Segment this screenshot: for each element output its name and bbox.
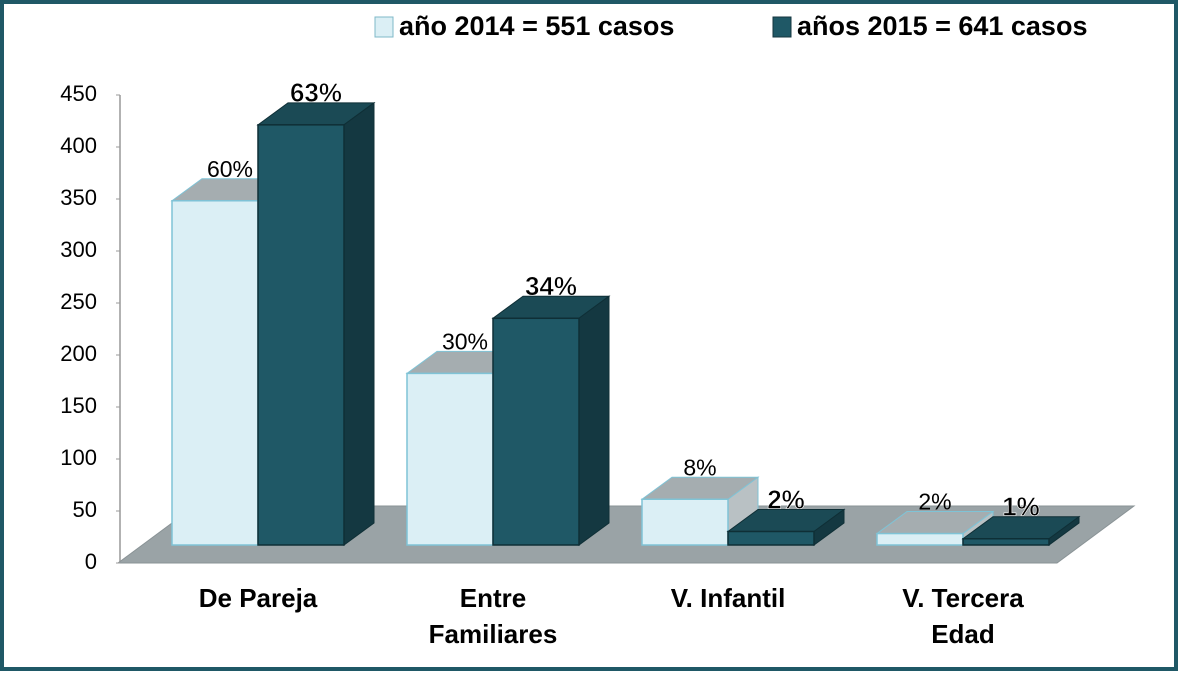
percent-label: 30%	[442, 328, 488, 354]
bar-side	[578, 295, 610, 546]
x-tick-line: Edad	[931, 619, 995, 649]
legend-swatch	[374, 16, 394, 38]
bar	[876, 532, 964, 546]
y-tick-label: 100	[60, 445, 97, 470]
x-tick-line: V. Infantil	[671, 583, 786, 613]
bar-side	[343, 101, 375, 546]
x-tick-label: V. Tercera Edad	[902, 583, 1024, 649]
percent-label: 34%	[525, 271, 577, 301]
x-tick-label: V. Infantil	[671, 583, 786, 613]
y-tick-label: 150	[60, 393, 97, 418]
y-tick-label: 450	[60, 81, 97, 106]
y-tick-label: 350	[60, 185, 97, 210]
y-tick-label: 400	[60, 133, 97, 158]
y-tick-label: 300	[60, 237, 97, 262]
x-tick-line: V. Tercera	[902, 583, 1024, 613]
y-tick-label: 0	[85, 549, 97, 574]
x-tick-line: Familiares	[429, 619, 558, 649]
y-tick-label: 250	[60, 289, 97, 314]
percent-label: 2%	[918, 489, 951, 515]
percent-label: 60%	[207, 156, 253, 182]
x-tick-line: Entre	[460, 583, 526, 613]
y-tick-label: 50	[73, 497, 97, 522]
bar	[641, 498, 729, 546]
bar	[171, 200, 259, 546]
y-tick-label: 200	[60, 341, 97, 366]
bar	[962, 538, 1050, 546]
legend-label: año 2014 = 551 casos	[399, 11, 674, 41]
bar	[406, 372, 494, 546]
bar	[727, 530, 815, 546]
bar	[257, 124, 345, 546]
percent-label: 2%	[767, 484, 805, 514]
legend-label: años 2015 = 641 casos	[797, 11, 1087, 41]
x-tick-label: Entre Familiares	[429, 583, 558, 649]
percent-label: 8%	[683, 454, 716, 480]
x-tick-line: De Pareja	[199, 583, 318, 613]
legend-swatch	[772, 16, 792, 38]
bar	[492, 317, 580, 546]
percent-label: 1%	[1002, 492, 1040, 522]
x-tick-label: De Pareja	[199, 583, 318, 613]
percent-label: 63%	[290, 78, 342, 108]
